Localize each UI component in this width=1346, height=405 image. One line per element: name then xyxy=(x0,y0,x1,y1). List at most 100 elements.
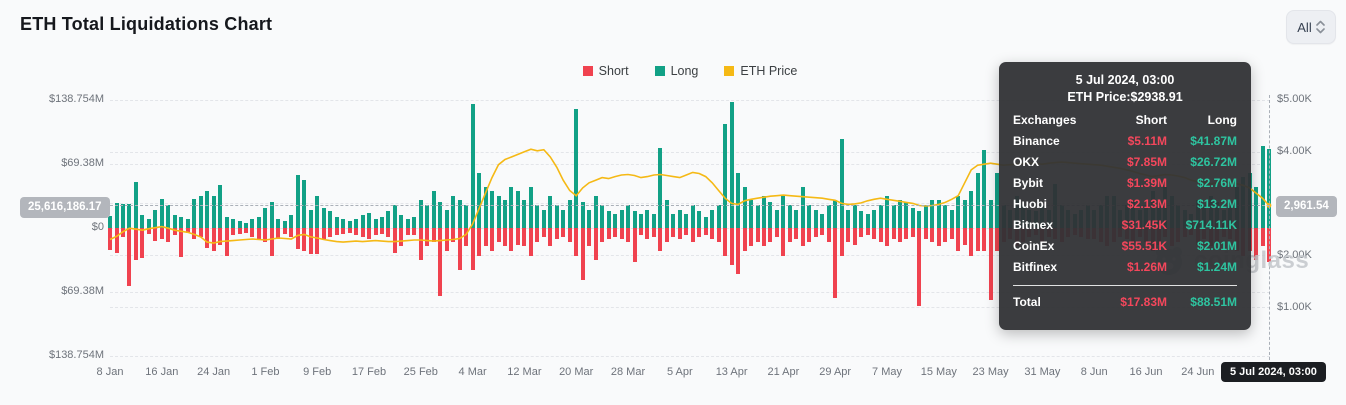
bar-short[interactable] xyxy=(392,228,397,253)
bar-long[interactable] xyxy=(120,204,125,228)
bar-long[interactable] xyxy=(969,191,974,228)
bar-short[interactable] xyxy=(781,228,786,256)
bar-long[interactable] xyxy=(179,216,184,228)
bar-short[interactable] xyxy=(159,228,164,240)
bar-long[interactable] xyxy=(826,204,831,228)
bar-short[interactable] xyxy=(638,228,643,236)
bar-short[interactable] xyxy=(496,228,501,242)
bar-short[interactable] xyxy=(923,228,928,240)
bar-long[interactable] xyxy=(794,209,799,228)
bar-short[interactable] xyxy=(438,228,443,297)
bar-long[interactable] xyxy=(619,209,624,228)
bar-long[interactable] xyxy=(308,209,313,228)
bar-long[interactable] xyxy=(600,204,605,228)
bar-long[interactable] xyxy=(392,204,397,228)
bar-long[interactable] xyxy=(690,204,695,228)
bar-short[interactable] xyxy=(120,228,125,238)
bar-long[interactable] xyxy=(846,209,851,228)
bar-short[interactable] xyxy=(826,228,831,242)
bar-short[interactable] xyxy=(852,228,857,245)
bar-long[interactable] xyxy=(891,204,896,228)
bar-long[interactable] xyxy=(490,191,494,228)
bar-short[interactable] xyxy=(263,228,268,242)
bar-long[interactable] xyxy=(852,204,857,228)
bar-short[interactable] xyxy=(949,228,954,240)
bar-long[interactable] xyxy=(153,209,158,228)
bar-short[interactable] xyxy=(762,228,766,247)
bar-long[interactable] xyxy=(749,200,753,228)
bar-long[interactable] xyxy=(114,203,119,228)
bar-short[interactable] xyxy=(341,228,346,234)
bar-long[interactable] xyxy=(386,211,391,228)
bar-short[interactable] xyxy=(373,228,378,236)
bar-long[interactable] xyxy=(930,200,935,228)
bar-short[interactable] xyxy=(418,228,423,261)
bar-short[interactable] xyxy=(334,228,339,236)
bar-long[interactable] xyxy=(762,195,766,228)
bar-long[interactable] xyxy=(703,216,708,228)
bar-short[interactable] xyxy=(172,228,177,236)
bar-long[interactable] xyxy=(515,191,520,228)
bar-long[interactable] xyxy=(211,195,216,228)
bar-short[interactable] xyxy=(535,228,540,242)
bar-short[interactable] xyxy=(295,228,300,250)
bar-long[interactable] xyxy=(250,218,255,228)
bar-short[interactable] xyxy=(580,228,585,280)
bar-short[interactable] xyxy=(166,228,171,242)
bar-short[interactable] xyxy=(218,228,223,245)
bar-long[interactable] xyxy=(146,218,151,228)
bar-short[interactable] xyxy=(224,228,229,256)
bar-long[interactable] xyxy=(477,172,482,229)
bar-long[interactable] xyxy=(988,200,993,228)
bar-long[interactable] xyxy=(503,200,507,228)
bar-long[interactable] xyxy=(483,186,488,228)
bar-short[interactable] xyxy=(600,228,605,242)
bar-short[interactable] xyxy=(127,228,132,287)
bar-short[interactable] xyxy=(742,228,747,252)
bar-long[interactable] xyxy=(1260,145,1265,228)
bar-long[interactable] xyxy=(224,216,229,228)
bar-long[interactable] xyxy=(496,195,501,228)
bar-long[interactable] xyxy=(710,209,715,228)
bar-short[interactable] xyxy=(379,228,384,234)
bar-long[interactable] xyxy=(904,202,909,228)
bar-long[interactable] xyxy=(580,202,585,228)
bar-long[interactable] xyxy=(956,195,961,228)
bar-short[interactable] xyxy=(787,228,792,242)
bar-long[interactable] xyxy=(399,215,404,228)
bar-long[interactable] xyxy=(923,204,928,228)
bar-short[interactable] xyxy=(244,228,248,233)
bar-short[interactable] xyxy=(347,228,352,233)
bar-short[interactable] xyxy=(477,228,482,256)
bar-long[interactable] xyxy=(347,220,352,228)
bar-long[interactable] xyxy=(276,218,281,228)
bar-long[interactable] xyxy=(321,207,326,228)
bar-short[interactable] xyxy=(198,228,203,238)
bar-short[interactable] xyxy=(956,228,961,252)
bar-long[interactable] xyxy=(897,200,902,228)
bar-long[interactable] xyxy=(936,200,941,228)
bar-long[interactable] xyxy=(638,214,643,228)
bar-long[interactable] xyxy=(813,209,818,228)
bar-long[interactable] xyxy=(354,218,358,228)
bar-short[interactable] xyxy=(813,228,818,238)
legend-item-short[interactable]: Short xyxy=(582,64,629,78)
bar-long[interactable] xyxy=(561,209,566,228)
bar-short[interactable] xyxy=(444,228,449,252)
bar-short[interactable] xyxy=(567,228,572,242)
bar-short[interactable] xyxy=(910,228,915,238)
bar-long[interactable] xyxy=(412,216,417,228)
bar-long[interactable] xyxy=(198,195,203,228)
bar-short[interactable] xyxy=(703,228,708,236)
bar-short[interactable] xyxy=(354,228,358,236)
bar-short[interactable] xyxy=(684,228,689,236)
bar-long[interactable] xyxy=(464,204,469,228)
bar-long[interactable] xyxy=(108,216,112,228)
bar-short[interactable] xyxy=(936,228,941,247)
bar-long[interactable] xyxy=(949,209,954,228)
bar-long[interactable] xyxy=(295,175,300,228)
bar-long[interactable] xyxy=(554,204,559,228)
bar-long[interactable] xyxy=(755,204,760,228)
legend-item-eth-price[interactable]: ETH Price xyxy=(724,64,797,78)
bar-long[interactable] xyxy=(237,220,242,228)
